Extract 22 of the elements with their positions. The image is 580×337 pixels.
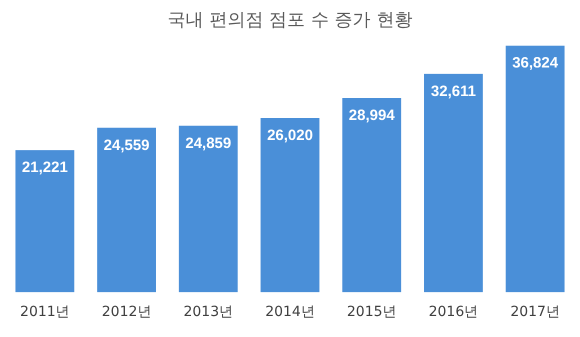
data-label: 24,859 xyxy=(185,134,232,152)
bar xyxy=(506,46,565,292)
data-label: 32,611 xyxy=(430,82,476,100)
bar xyxy=(424,74,483,292)
chart-title: 국내 편의점 점포 수 증가 현황 xyxy=(168,9,412,30)
data-label: 28,994 xyxy=(348,107,396,124)
x-tick-label: 2012년 xyxy=(102,304,152,320)
bar xyxy=(342,98,402,292)
x-tick-label: 2013년 xyxy=(183,304,234,320)
data-label: 26,020 xyxy=(267,127,313,144)
bar xyxy=(260,118,320,292)
data-label: 36,824 xyxy=(512,54,559,72)
x-tick-label: 2015년 xyxy=(346,304,397,320)
x-tick-label: 2014년 xyxy=(265,304,315,320)
x-tick-label: 2016년 xyxy=(428,304,478,320)
bar xyxy=(178,126,238,292)
data-label: 21,221 xyxy=(22,159,68,176)
bar xyxy=(97,128,156,292)
x-tick-label: 2017년 xyxy=(510,304,560,320)
bar xyxy=(15,150,74,292)
x-tick-label: 2011년 xyxy=(20,304,70,320)
data-label: 24,559 xyxy=(104,136,150,154)
